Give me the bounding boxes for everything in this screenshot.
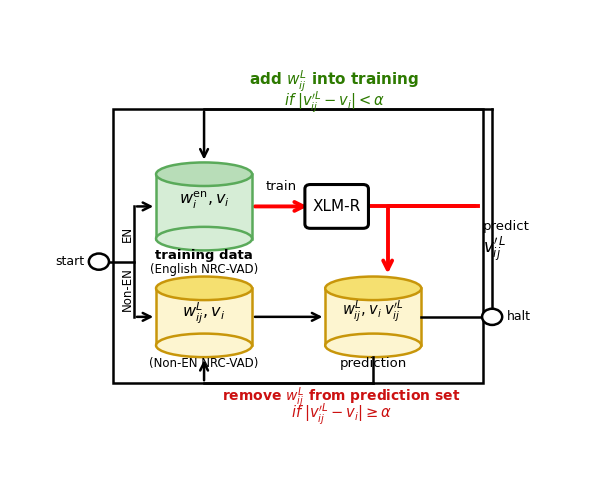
Text: add $w_{ij}^{L}$ into training: add $w_{ij}^{L}$ into training (249, 69, 419, 94)
Text: $w_{ij}^{L}, v_i\; v_{ij}^{\prime L}$: $w_{ij}^{L}, v_i\; v_{ij}^{\prime L}$ (342, 299, 404, 324)
Text: $if\; |v_{ij}^{\prime L} - v_i| < \alpha$: $if\; |v_{ij}^{\prime L} - v_i| < \alpha… (284, 90, 385, 115)
Text: (English NRC-VAD): (English NRC-VAD) (150, 263, 258, 276)
Text: $if\; |v_{ij}^{\prime L} - v_i| \geq \alpha$: $if\; |v_{ij}^{\prime L} - v_i| \geq \al… (291, 402, 392, 427)
Ellipse shape (156, 277, 252, 300)
Text: predict: predict (483, 220, 530, 233)
Text: $w_{ij}^{L}, v_i$: $w_{ij}^{L}, v_i$ (182, 301, 225, 326)
FancyBboxPatch shape (305, 185, 368, 228)
Text: XLM-R: XLM-R (313, 199, 361, 214)
Text: start: start (55, 255, 84, 268)
Polygon shape (156, 174, 252, 239)
Polygon shape (156, 288, 252, 346)
Ellipse shape (325, 277, 421, 300)
Text: train: train (266, 180, 297, 193)
Text: halt: halt (507, 310, 531, 323)
Text: remove $w_{ij}^{L}$ from prediction set: remove $w_{ij}^{L}$ from prediction set (222, 386, 461, 410)
Ellipse shape (325, 334, 421, 357)
Text: prediction: prediction (340, 357, 407, 370)
FancyBboxPatch shape (113, 109, 483, 383)
Text: EN: EN (121, 226, 134, 242)
Ellipse shape (156, 334, 252, 357)
Text: $v_{ij}^{\prime\, L}$: $v_{ij}^{\prime\, L}$ (483, 235, 507, 263)
Text: training data: training data (155, 249, 253, 261)
Polygon shape (325, 288, 421, 346)
Text: $w_i^{\mathrm{en}}, v_i$: $w_i^{\mathrm{en}}, v_i$ (179, 190, 230, 211)
Circle shape (89, 253, 109, 270)
Text: (Non-EN NRC-VAD): (Non-EN NRC-VAD) (149, 357, 259, 370)
Ellipse shape (156, 227, 252, 250)
Ellipse shape (156, 163, 252, 186)
Text: Non-EN: Non-EN (121, 267, 134, 311)
Circle shape (482, 309, 502, 325)
